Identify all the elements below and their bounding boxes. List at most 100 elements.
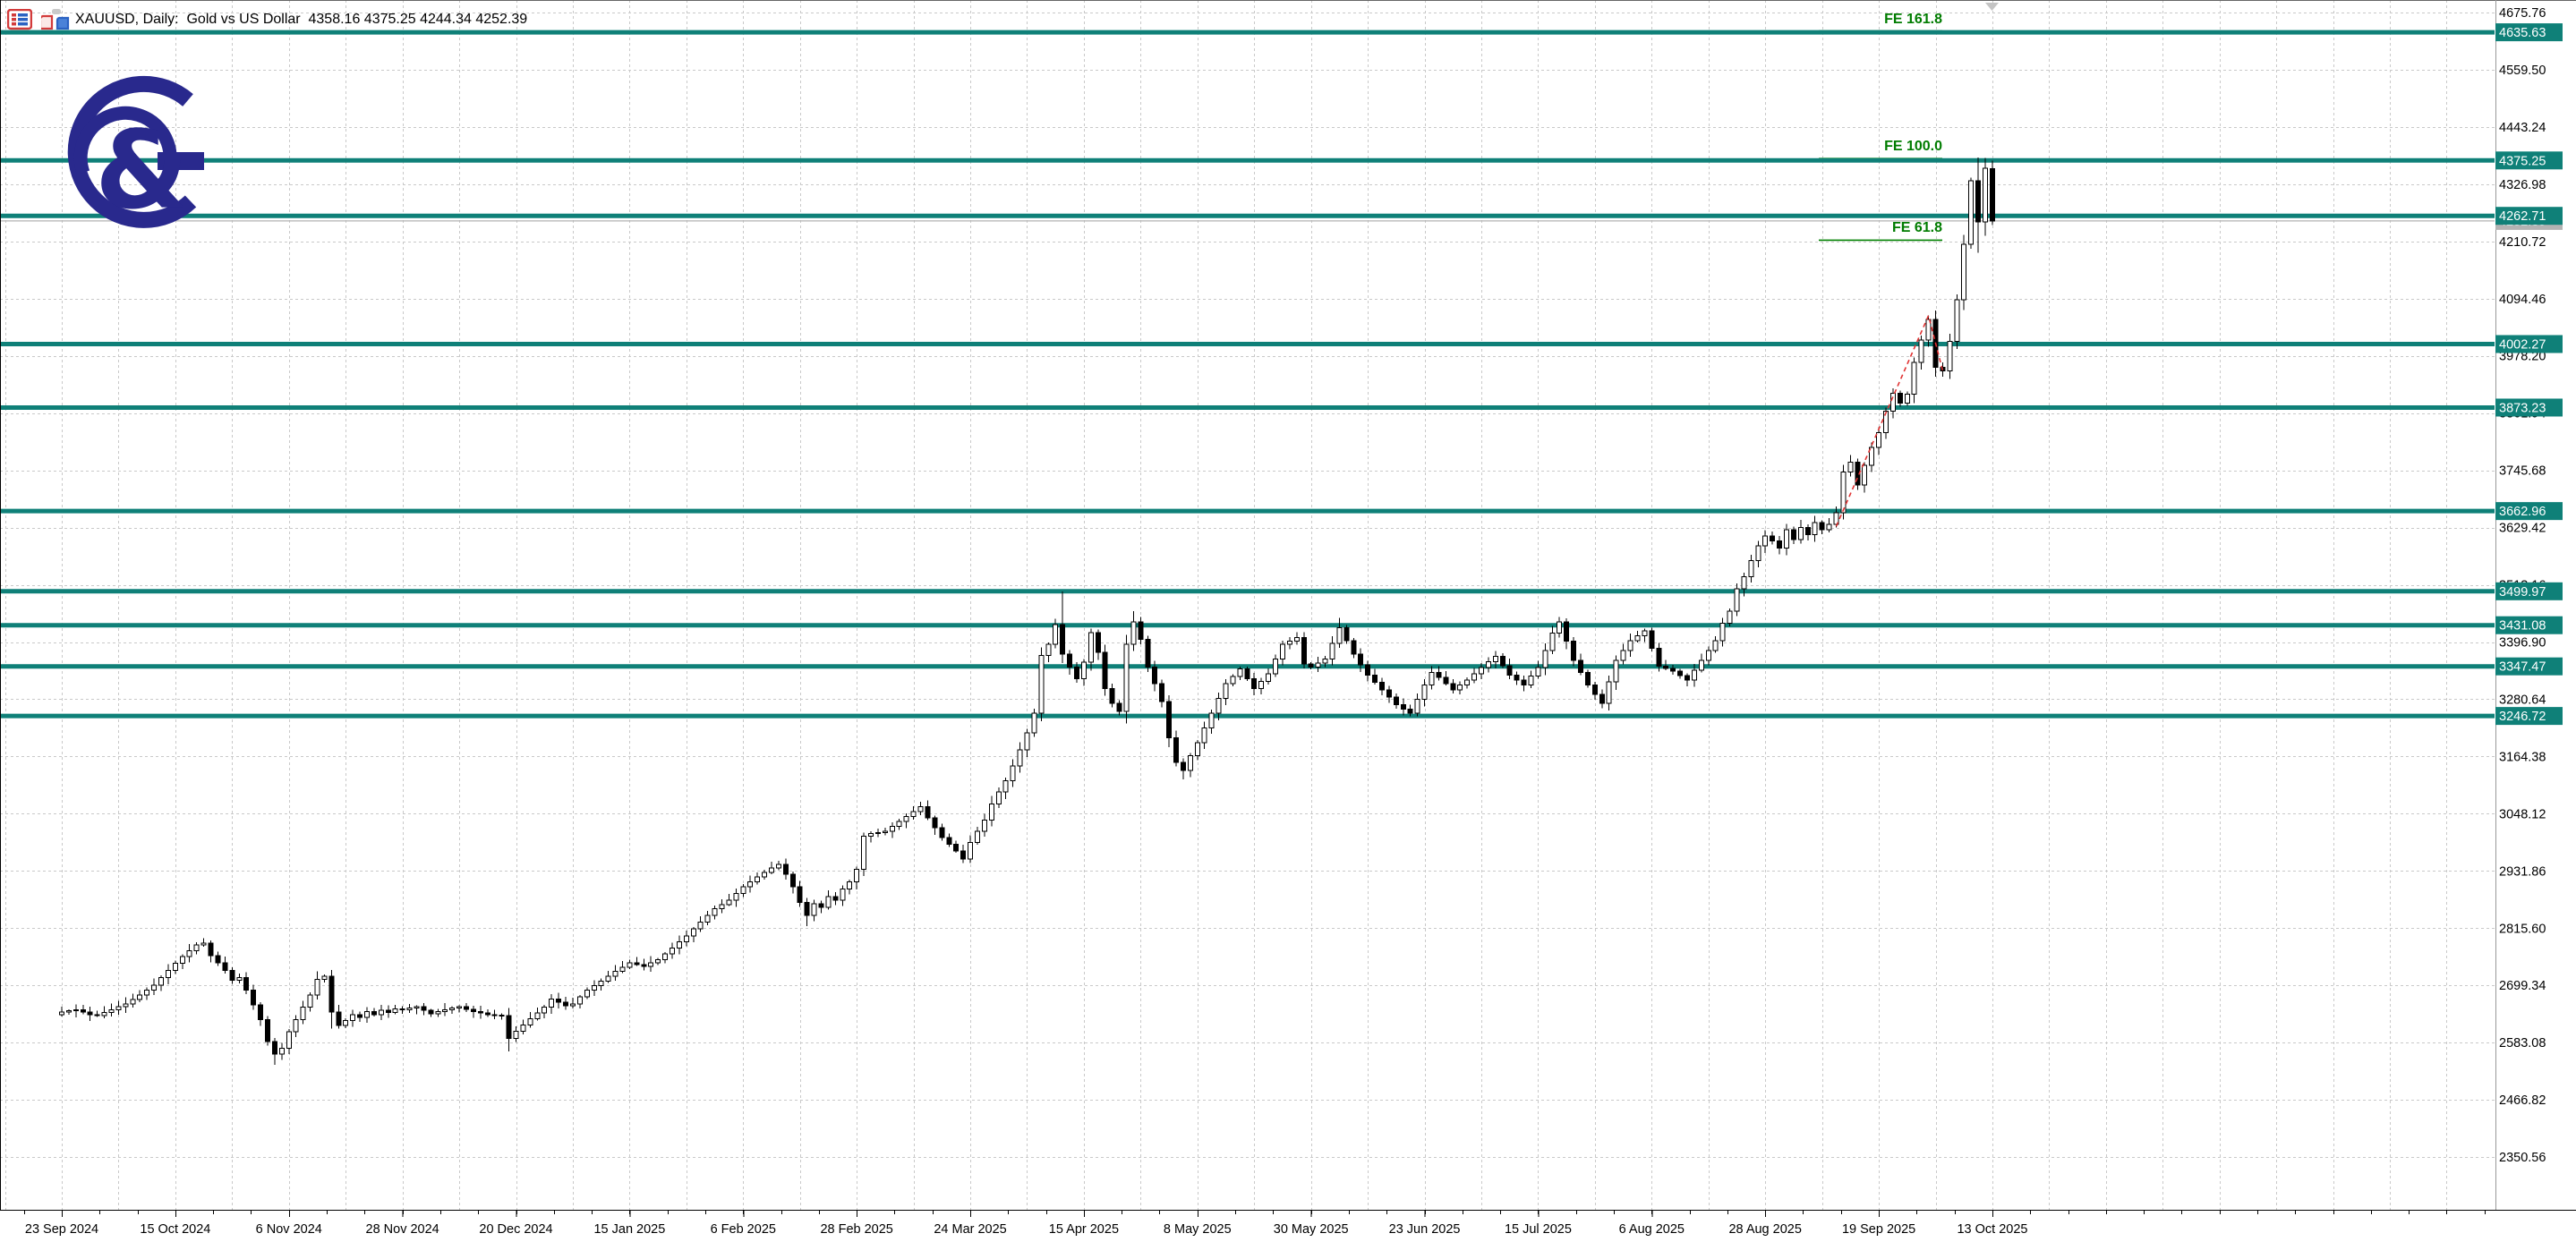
candle [229, 966, 235, 984]
candle [1336, 617, 1343, 648]
candle [1293, 632, 1300, 645]
candle [1762, 530, 1769, 554]
candle [1748, 555, 1754, 583]
price-tick-label: 3629.42 [2499, 522, 2546, 536]
candle [1024, 728, 1030, 757]
logo-inner-arc [73, 106, 177, 175]
candle [932, 815, 938, 836]
level-price-tag [2495, 582, 2563, 600]
price-tick-label: 2931.86 [2499, 864, 2546, 879]
candle [1273, 654, 1279, 677]
candle [662, 951, 669, 964]
candle [215, 951, 221, 966]
candle [1790, 526, 1796, 544]
candle [464, 1003, 470, 1013]
candle [1734, 583, 1740, 617]
chart-shift-marker[interactable] [1985, 3, 1999, 11]
candle [130, 993, 136, 1008]
price-tick-label: 2699.34 [2499, 979, 2546, 993]
candle [115, 1000, 122, 1016]
candle [598, 978, 604, 991]
candle [1251, 673, 1258, 695]
candle [1060, 591, 1066, 664]
candle [314, 971, 320, 1000]
candle [889, 821, 895, 838]
candle [1826, 518, 1832, 532]
fib-expansion-label-161-8[interactable]: FE 161.8 [1884, 11, 1942, 27]
dom-panel-icon[interactable] [7, 9, 32, 30]
candle [1010, 759, 1016, 787]
candle [151, 978, 158, 995]
candle [449, 1006, 456, 1014]
candle [712, 906, 718, 920]
candle [1968, 177, 1975, 249]
candle [825, 889, 832, 910]
candle [811, 899, 817, 922]
candle [782, 858, 789, 880]
candle [1080, 659, 1087, 686]
fib-expansion-trend-line[interactable] [1835, 313, 1944, 527]
date-tick-label: 19 Sep 2025 [1842, 1222, 1915, 1237]
candle [1393, 693, 1399, 709]
candle [293, 1015, 299, 1038]
candle [1947, 334, 1953, 379]
candle [1329, 636, 1335, 666]
date-tick-label: 15 Apr 2025 [1049, 1222, 1119, 1237]
price-axis[interactable]: 4675.76 4559.50 4443.24 4326.98 4210.72 4094.… [2495, 6, 2563, 1165]
date-tick-label: 15 Oct 2024 [140, 1222, 210, 1237]
candle [719, 898, 725, 914]
candle [634, 957, 640, 966]
candle [549, 994, 555, 1015]
price-tick-label: 4094.46 [2499, 293, 2546, 307]
candle [286, 1028, 292, 1054]
candle [1649, 627, 1655, 651]
candle [1351, 638, 1357, 659]
fib-expansion-label-61-8[interactable]: FE 61.8 [1891, 220, 1942, 236]
candle [1386, 685, 1392, 703]
fib-expansion-levels[interactable] [1819, 30, 1942, 242]
candle [1521, 675, 1527, 692]
candle [172, 960, 178, 974]
candle [1975, 157, 1982, 253]
candle [1258, 677, 1265, 695]
candle [832, 891, 839, 906]
candle [861, 832, 867, 876]
candle [1684, 673, 1690, 686]
chart-title-bar: XAUUSD, Daily: Gold vs US Dollar 4358.16… [0, 5, 806, 32]
candle [137, 990, 143, 1003]
candle [690, 927, 696, 943]
date-tick-label: 15 Jan 2025 [593, 1222, 665, 1237]
candle [974, 827, 980, 845]
candle [569, 998, 576, 1009]
logo-g-bar [158, 152, 204, 170]
horizontal-price-lines[interactable] [0, 30, 2495, 719]
candle [1599, 689, 1605, 709]
candle [1130, 610, 1137, 651]
candle [1564, 618, 1570, 650]
grid-lines [0, 0, 2495, 1210]
date-tick-label: 23 Jun 2025 [1389, 1222, 1461, 1237]
candle [1804, 523, 1811, 540]
level-price-tag-label: 4002.27 [2499, 337, 2546, 352]
candle [1833, 506, 1839, 528]
date-tick-label: 15 Jul 2025 [1505, 1222, 1572, 1237]
candle [1727, 608, 1733, 627]
candle [576, 995, 583, 1008]
candle [428, 1008, 434, 1017]
level-price-tag [2495, 335, 2563, 353]
candle [123, 997, 129, 1014]
candle [491, 1009, 498, 1020]
candle [1557, 617, 1563, 638]
candle [421, 1002, 427, 1016]
candle [179, 954, 185, 969]
candle [1705, 646, 1711, 666]
symbol-chart-icon[interactable] [41, 9, 72, 32]
date-axis[interactable]: 23 Sep 2024 15 Oct 2024 6 Nov 2024 28 Nov 2… [24, 1211, 2486, 1237]
broker-logo-watermark: & [45, 72, 219, 234]
candle [399, 1006, 405, 1014]
candle [1797, 520, 1804, 544]
level-price-tag-label: 3499.97 [2499, 585, 2546, 600]
candle [804, 897, 810, 926]
fib-expansion-label-100-0[interactable]: FE 100.0 [1884, 139, 1942, 155]
